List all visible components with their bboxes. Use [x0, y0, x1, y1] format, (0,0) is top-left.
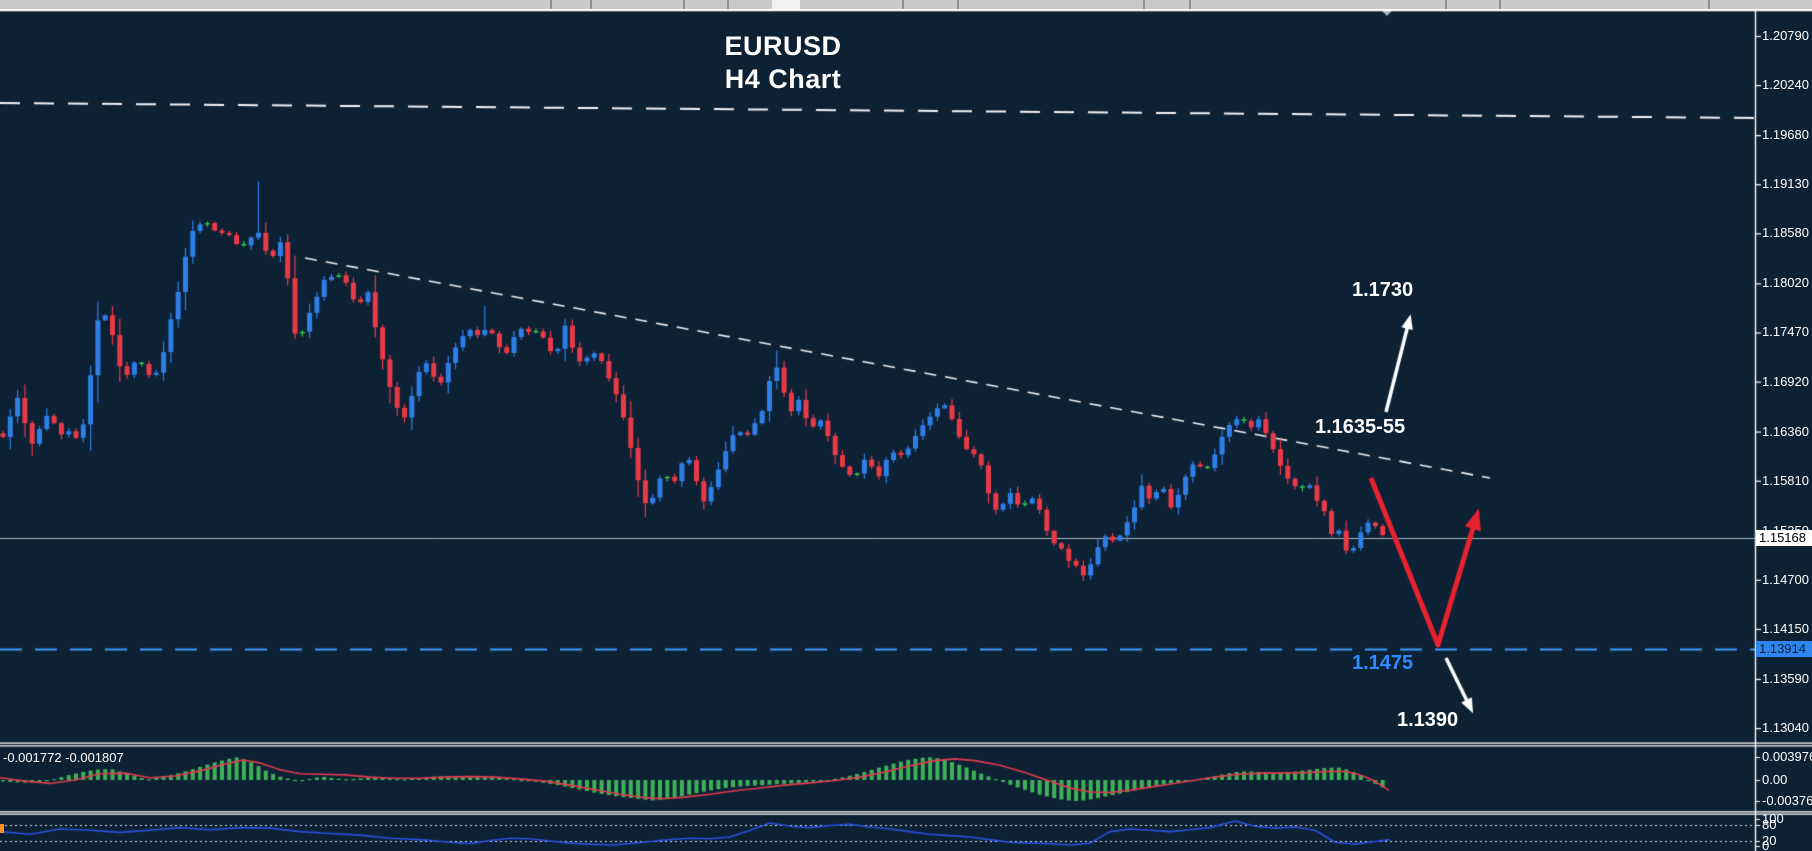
indicator-label-fragment — [0, 824, 4, 833]
toolbar-separator-mark — [957, 0, 959, 9]
stoch-axis-label: 20 — [1762, 833, 1777, 848]
annotation-lower-target[interactable]: 1.1390 — [1397, 709, 1459, 731]
price-tick-label: 1.20790 — [1762, 28, 1809, 43]
toolbar-separator-mark — [1445, 0, 1447, 9]
chart-title-symbol: EURUSD — [724, 31, 842, 61]
price-tick-label: 1.15810 — [1762, 472, 1809, 488]
price-tick-label: 1.13590 — [1762, 670, 1809, 686]
toolbar-separator-mark — [590, 0, 592, 9]
price-tick-label: 1.18020 — [1762, 275, 1809, 291]
osma-axis-label: 0.003976 — [1762, 749, 1812, 764]
price-tick-label: 1.19130 — [1762, 176, 1809, 192]
annotation-support-level[interactable]: 1.1475 — [1352, 652, 1414, 674]
indicator-values-label: -0.001772 -0.001807 — [3, 750, 124, 765]
stoch-axis-label: 0 — [1762, 838, 1770, 851]
toolbar-separator-mark — [1143, 0, 1145, 9]
annotation-upper-target[interactable]: 1.1730 — [1352, 279, 1414, 301]
current-price-box: 1.15168 — [1756, 530, 1812, 546]
toolbar-remnant — [0, 0, 1812, 10]
stoch-axis-label: 100 — [1762, 811, 1784, 826]
chart-title: EURUSD H4 Chart — [724, 30, 841, 96]
toolbar-separator-mark — [1708, 0, 1710, 9]
price-tick-label: 1.14150 — [1762, 620, 1809, 636]
price-tick-label: 1.20240 — [1762, 77, 1809, 93]
toolbar-separator-mark — [683, 0, 685, 9]
support-price-box: 1.13914 — [1756, 641, 1812, 657]
chart-title-timeframe: H4 Chart — [724, 64, 842, 94]
annotation-resistance-zone[interactable]: 1.1635-55 — [1315, 416, 1406, 438]
toolbar-separator-mark — [902, 0, 904, 9]
price-tick-label: 1.18580 — [1762, 225, 1809, 241]
toolbar-separator-mark — [1189, 0, 1191, 9]
toolbar-separator-mark — [550, 0, 552, 9]
price-tick-label: 1.19680 — [1762, 127, 1809, 143]
price-tick-label: 1.16920 — [1762, 373, 1809, 389]
price-tick-label: 1.14700 — [1762, 571, 1809, 587]
osma-axis-label: 0.00 — [1762, 772, 1788, 787]
toolbar-separator-mark — [727, 0, 729, 9]
toolbar-separator-mark — [1499, 0, 1501, 9]
price-tick-label: 1.13040 — [1762, 720, 1809, 736]
osma-axis-label: -0.003764 — [1762, 793, 1812, 808]
price-tick-label: 1.16360 — [1762, 423, 1809, 439]
toolbar-button-face — [772, 0, 800, 9]
price-tick-label: 1.17470 — [1762, 324, 1809, 340]
stoch-axis-label: 80 — [1762, 817, 1777, 832]
